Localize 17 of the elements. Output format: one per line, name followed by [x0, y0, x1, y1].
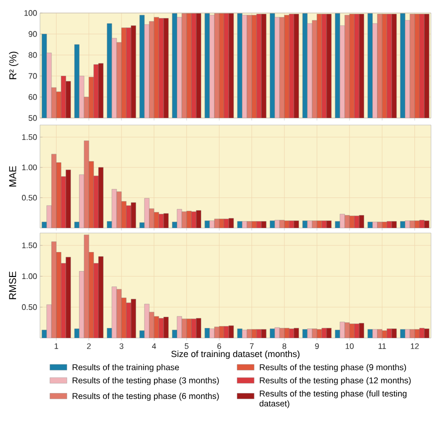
legend-label: Results of the testing phase (full testing dataset) — [260, 390, 406, 408]
bar — [66, 256, 71, 338]
y-axis-title: MAE — [9, 166, 16, 186]
legend-label: Results of the testing phase (6 months) — [72, 392, 219, 401]
bar — [112, 286, 117, 338]
x-axis-title: Size of training dataset (months) — [171, 350, 300, 359]
legend-label: Results of the testing phase (3 months) — [72, 377, 219, 386]
legend-label: Results of the testing phase (12 months) — [260, 377, 411, 386]
bar — [182, 318, 187, 338]
y-axis-title: R² (%) — [9, 52, 18, 80]
legend-label: Results of the testing phase (9 months) — [260, 364, 406, 372]
bar — [56, 252, 62, 338]
bar — [158, 318, 164, 338]
legend-label: Results of the training phase — [72, 364, 179, 372]
bar — [112, 189, 117, 228]
bar — [88, 252, 94, 338]
y-axis-title: RMSE — [9, 272, 16, 300]
